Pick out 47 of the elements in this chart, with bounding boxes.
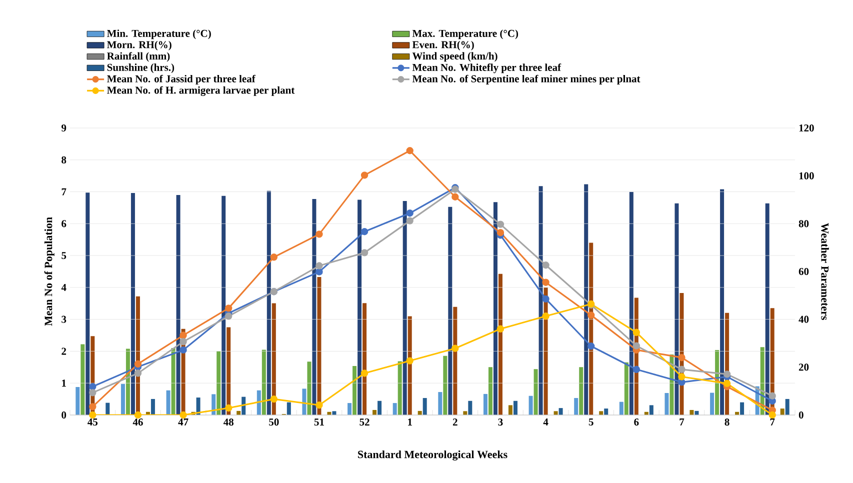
x-tick-label: 45 [88, 418, 98, 426]
y-tick-label: 7 [62, 188, 66, 196]
legend-label: Mean No. Whitefly per three leaf [412, 63, 562, 74]
legend-label: Mean No. of H. armigera larvae per plant [107, 86, 295, 96]
y-axis-title: Mean No of Population [44, 217, 54, 326]
y2-tick-label: 40 [798, 316, 809, 323]
x-tick-label: 2 [452, 418, 458, 426]
y-tick-label: 3 [62, 316, 66, 323]
x-tick-label: 1 [408, 418, 412, 426]
x-axis-title: Standard Meteorological Weeks [358, 450, 508, 460]
x-tick-label: 47 [178, 418, 188, 426]
x-tick-label: 50 [269, 418, 279, 426]
x-tick-label: 7 [680, 418, 684, 426]
y-tick-label: 4 [61, 284, 66, 291]
legend-label: Mean No. of Serpentine leaf miner mines per plnat [412, 74, 640, 84]
x-tick-label: 8 [724, 418, 730, 426]
x-tick-label: 4 [543, 418, 548, 426]
y2-axis-title: Weather Parameters [821, 222, 829, 320]
x-tick-label: 5 [588, 418, 594, 426]
x-tick-label: 7 [770, 418, 775, 426]
y2-tick-label: 0 [798, 411, 804, 419]
y-tick-label: 8 [62, 156, 66, 164]
y-tick-label: 6 [62, 220, 66, 228]
y2-tick-label: 120 [799, 124, 814, 132]
legend-label: Even. RH(%) [412, 40, 474, 50]
x-tick-label: 3 [498, 418, 503, 426]
legend-label: Mean No. of Jassid per three leaf [107, 74, 256, 84]
legend-label: Rainfall (mm) [107, 52, 170, 62]
y-tick-label: 5 [62, 252, 66, 260]
legend-label: Min. Temperature (°C) [107, 30, 211, 40]
x-tick-label: 6 [634, 418, 639, 426]
legend-label: Max. Temperature (°C) [412, 30, 518, 40]
x-tick-label: 51 [314, 418, 324, 426]
y-tick-label: 9 [62, 124, 66, 132]
y2-tick-label: 100 [799, 172, 814, 180]
x-tick-label: 52 [360, 418, 370, 426]
y2-tick-label: 20 [798, 364, 809, 371]
y2-tick-label: 60 [798, 268, 809, 276]
y-tick-label: 2 [62, 348, 66, 355]
legend-label: Sunshine (hrs.) [107, 64, 174, 74]
x-tick-label: 46 [132, 418, 143, 426]
y-tick-label: 1 [62, 380, 66, 387]
legend-label: Wind speed (km/h) [412, 52, 498, 62]
y2-tick-label: 80 [798, 220, 809, 228]
legend-label: Morn. RH(%) [107, 40, 172, 50]
x-tick-label: 48 [223, 418, 234, 426]
y-tick-label: 0 [62, 411, 66, 419]
